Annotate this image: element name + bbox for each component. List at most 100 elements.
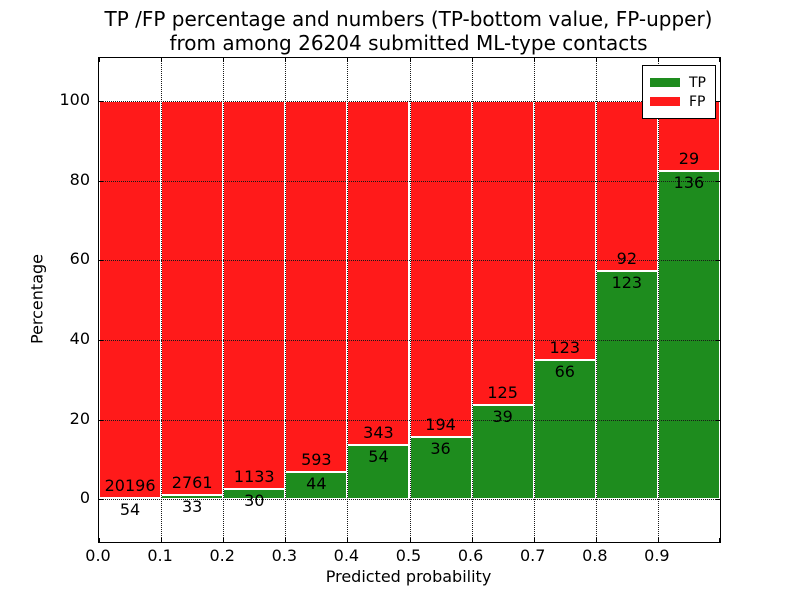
fp-count-label: 2761 <box>171 472 213 492</box>
axis-tick <box>533 58 535 62</box>
tick-label-x: 0.7 <box>519 546 546 565</box>
legend-entry-tp: TP <box>650 74 706 91</box>
tp-count-label: 30 <box>244 491 265 511</box>
tick-label-y: 40 <box>69 329 90 349</box>
axis-tick <box>99 538 100 542</box>
axis-tick <box>347 538 349 542</box>
tick-label-x: 0.8 <box>582 546 608 565</box>
fp-count-label: 123 <box>549 338 581 358</box>
axis-tick <box>409 58 411 62</box>
bar-segment-fp <box>161 101 224 495</box>
axis-tick <box>99 260 103 262</box>
horizontal-gridline <box>99 499 720 501</box>
vertical-gridline <box>409 58 411 542</box>
bar-segment-tp <box>285 471 348 500</box>
axis-tick <box>99 419 103 421</box>
fp-count-label: 194 <box>425 415 456 435</box>
tick-label-x: 0.4 <box>333 546 360 565</box>
vertical-gridline <box>223 58 225 542</box>
axis-tick <box>657 538 659 542</box>
horizontal-gridline <box>99 419 720 421</box>
axis-tick <box>719 58 720 62</box>
tick-label-y: 100 <box>59 90 90 110</box>
tick-label-x: 0.0 <box>85 546 111 565</box>
vertical-gridline <box>285 58 287 542</box>
tp-count-label: 39 <box>492 406 513 426</box>
axis-tick <box>99 499 103 501</box>
tick-label-x: 0.9 <box>644 546 670 565</box>
tick-label-y: 20 <box>69 408 90 428</box>
chart-title: TP /FP percentage and numbers (TP-bottom… <box>98 7 719 55</box>
bar-segment-fp <box>223 101 286 490</box>
tick-label-x: 0.6 <box>457 546 484 565</box>
fp-count-label: 125 <box>487 382 518 402</box>
tick-label-y: 60 <box>69 249 90 269</box>
fp-count-label: 1133 <box>233 467 275 487</box>
plot-area: 20196 54 2761 33 1133 30 593 44 343 54 194 36 125 39 1… <box>98 57 721 543</box>
axis-tick <box>285 538 287 542</box>
legend-label-tp: TP <box>689 74 706 91</box>
vertical-gridline <box>161 58 163 542</box>
bar-segment-fp <box>533 101 596 361</box>
horizontal-gridline <box>99 340 720 342</box>
axis-tick <box>533 538 535 542</box>
fp-count-label: 343 <box>363 423 394 443</box>
bar-segment-fp <box>409 101 472 438</box>
fp-count-label: 29 <box>678 149 700 169</box>
chart-title-line1: TP /FP percentage and numbers (TP-bottom… <box>104 7 713 31</box>
bar-segment-fp <box>285 101 348 472</box>
bar-segment-tp <box>595 271 658 500</box>
axis-tick <box>99 180 103 182</box>
axis-tick <box>99 58 100 62</box>
axis-tick <box>657 58 659 62</box>
bar-segment-fp <box>595 101 658 272</box>
axis-tick <box>161 538 163 542</box>
y-axis-label: Percentage <box>27 253 47 345</box>
legend-swatch-fp <box>650 97 680 106</box>
axis-tick <box>285 58 287 62</box>
bar-segment-tp <box>347 445 410 500</box>
axis-tick <box>716 101 720 103</box>
horizontal-gridline <box>99 260 720 262</box>
tp-count-label: 66 <box>554 362 575 382</box>
chart-title-line2: from among 26204 submitted ML-type conta… <box>169 31 648 55</box>
tick-label-y: 0 <box>79 488 90 508</box>
vertical-gridline <box>347 58 349 542</box>
vertical-gridline <box>533 58 535 542</box>
legend: TP FP <box>642 65 716 119</box>
axis-tick <box>347 58 349 62</box>
tp-count-label: 54 <box>368 447 389 467</box>
bar-segment-fp <box>471 101 534 405</box>
legend-label-fp: FP <box>689 93 706 110</box>
vertical-gridline <box>471 58 473 542</box>
tp-count-label: 33 <box>181 496 203 516</box>
tick-label-x: 0.3 <box>271 546 298 565</box>
vertical-gridline <box>595 58 597 542</box>
fp-count-label: 593 <box>301 449 332 469</box>
bar-segment-tp <box>657 171 720 500</box>
horizontal-gridline <box>99 101 720 103</box>
tp-count-label: 136 <box>673 173 705 193</box>
axis-tick <box>716 260 720 262</box>
bar-segment-tp <box>533 360 596 500</box>
axis-tick <box>595 538 597 542</box>
legend-swatch-tp <box>650 78 680 87</box>
tick-label-x: 0.2 <box>209 546 235 565</box>
legend-entry-fp: FP <box>650 93 706 110</box>
axis-tick <box>99 340 103 342</box>
vertical-gridline <box>657 58 659 542</box>
axis-tick <box>409 538 411 542</box>
bar-segment-fp <box>347 101 410 446</box>
axis-tick <box>716 340 720 342</box>
tp-count-label: 36 <box>430 439 451 459</box>
tp-count-label: 54 <box>119 500 141 520</box>
axis-tick <box>716 499 720 501</box>
x-axis-label: Predicted probability <box>325 567 492 586</box>
bar-segment-tp <box>409 437 472 500</box>
axis-tick <box>716 180 720 182</box>
fp-count-label: 92 <box>616 249 638 269</box>
axis-tick <box>161 58 163 62</box>
axis-tick <box>471 538 473 542</box>
bar-segment-fp <box>99 101 162 499</box>
